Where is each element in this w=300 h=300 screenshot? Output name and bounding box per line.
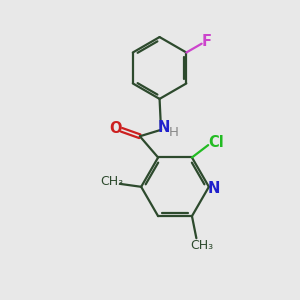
Text: CH₃: CH₃	[100, 175, 123, 188]
Text: Cl: Cl	[208, 135, 224, 150]
Text: O: O	[109, 121, 122, 136]
Text: H: H	[169, 126, 178, 139]
Text: N: N	[157, 120, 170, 135]
Text: CH₃: CH₃	[191, 239, 214, 252]
Text: F: F	[202, 34, 212, 50]
Text: N: N	[208, 181, 220, 196]
